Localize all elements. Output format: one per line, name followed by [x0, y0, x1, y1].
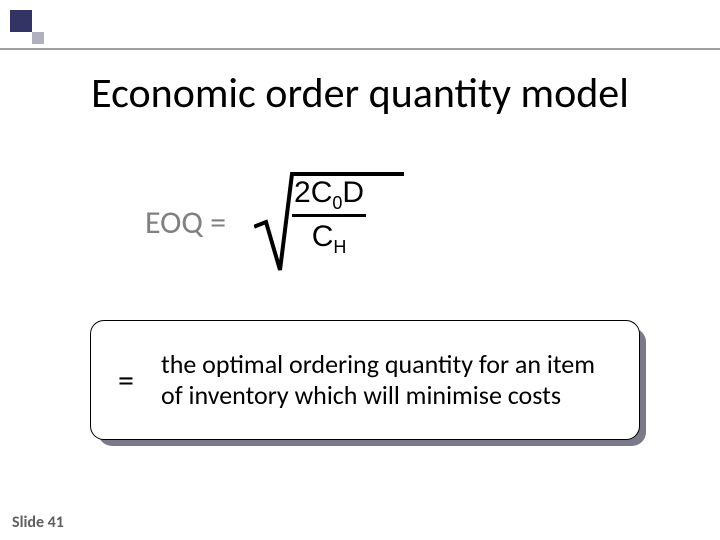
square-small-icon: [32, 32, 44, 44]
slide: Economic order quantity model EOQ = 2C0D…: [0, 0, 720, 540]
slide-number: Slide 41: [12, 513, 64, 532]
fraction-numerator: 2C0D: [292, 176, 366, 210]
definition-equals: =: [91, 361, 161, 400]
eoq-formula: 2C0D CH: [254, 170, 404, 274]
definition-text: the optimal ordering quantity for an ite…: [161, 349, 639, 411]
fraction-denominator: CH: [292, 219, 366, 255]
fraction: 2C0D CH: [292, 176, 366, 255]
slide-title: Economic order quantity model: [0, 68, 720, 119]
formula-row: EOQ = 2C0D CH: [145, 170, 404, 274]
eoq-label: EOQ =: [145, 203, 226, 242]
definition-panel: = the optimal ordering quantity for an i…: [90, 320, 640, 440]
top-rule: [0, 48, 720, 50]
square-large-icon: [10, 10, 32, 32]
fraction-bar: [292, 214, 366, 217]
definition-box: = the optimal ordering quantity for an i…: [90, 320, 640, 440]
